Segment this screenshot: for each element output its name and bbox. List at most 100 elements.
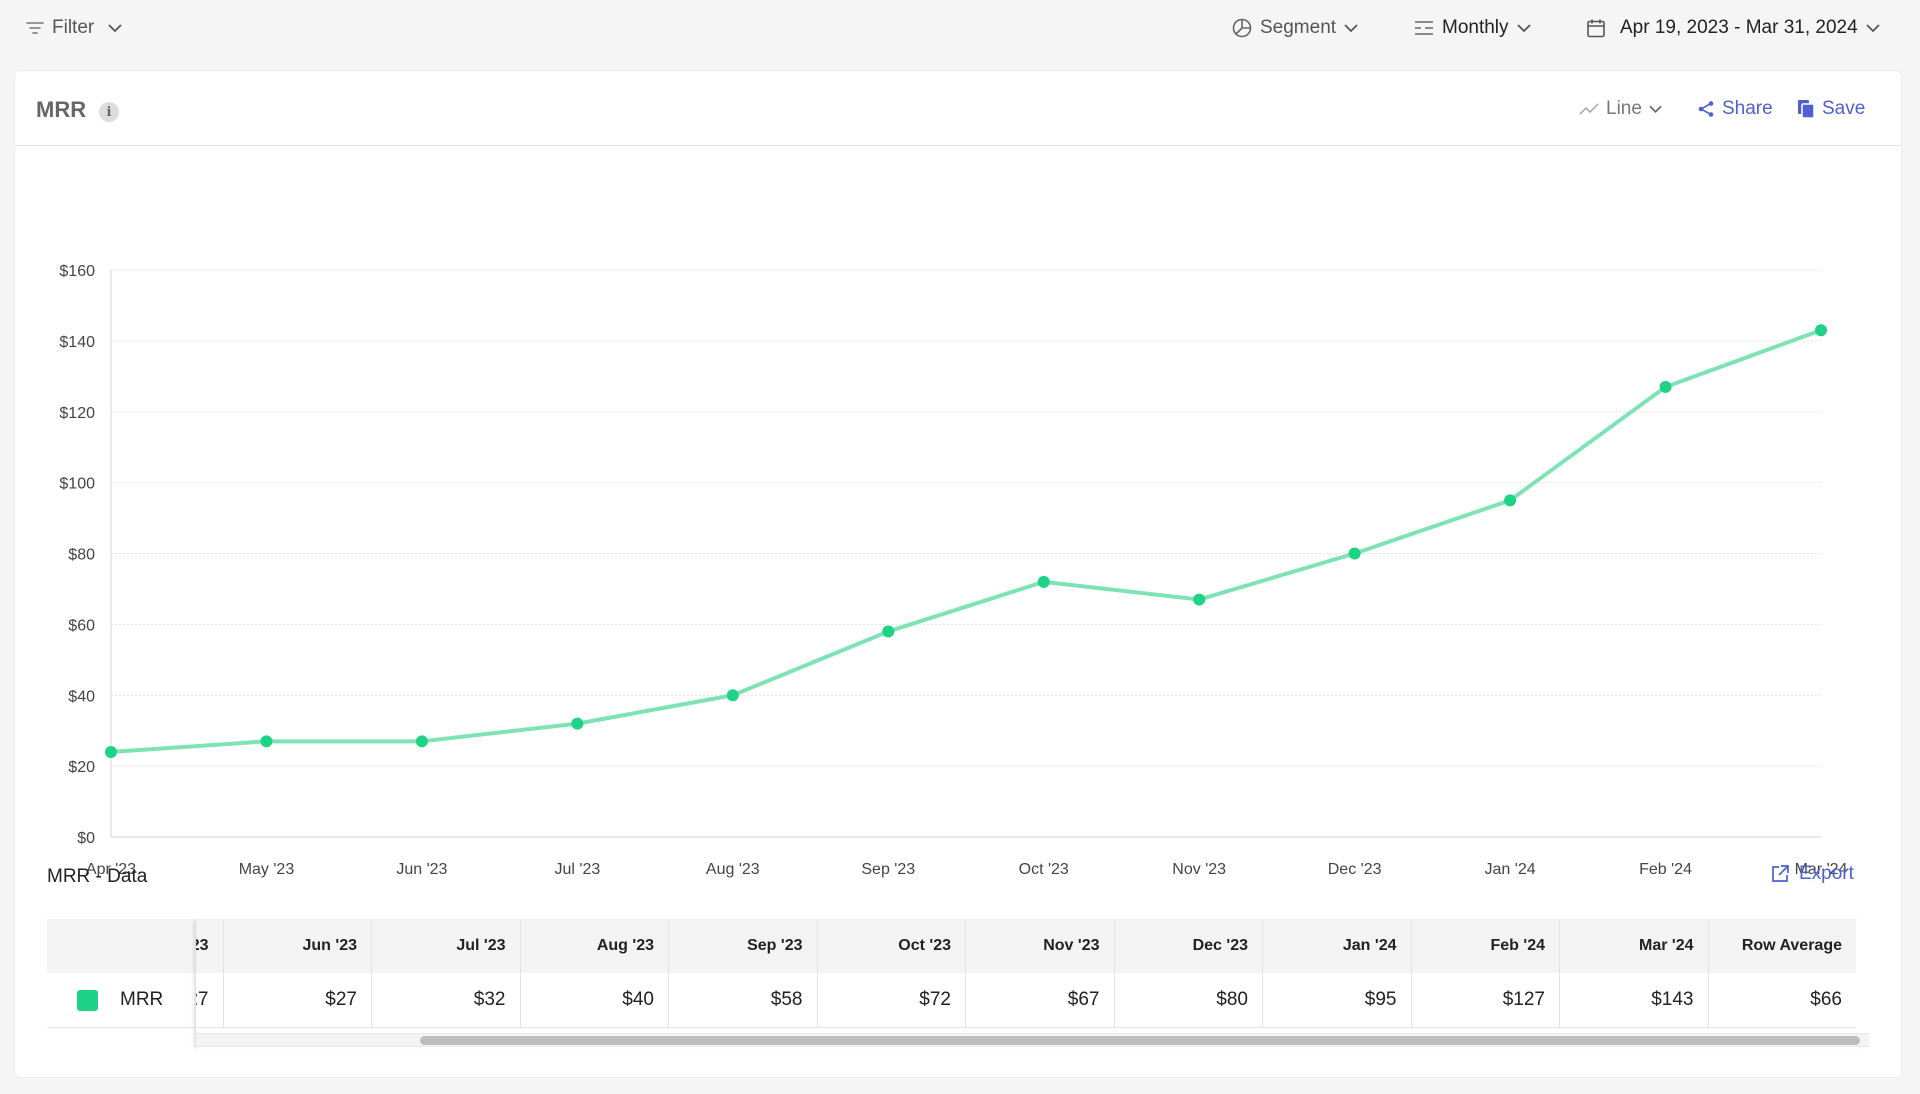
chevron-down-icon [1866, 23, 1880, 32]
interval-select[interactable]: Monthly [1414, 14, 1531, 42]
data-point[interactable] [260, 735, 273, 748]
share-label: Share [1722, 98, 1773, 119]
filter-button[interactable]: Filter [26, 14, 122, 42]
chevron-down-icon [108, 23, 122, 32]
save-document-icon [1798, 100, 1815, 119]
y-tick-label: $120 [59, 405, 95, 422]
export-button[interactable]: Export [1771, 863, 1854, 885]
chart-type-select[interactable]: Line [1579, 95, 1662, 123]
table-cell: $67 [966, 973, 1114, 1028]
mrr-card: MRR i Line Share Save $0 $20 $40 $60 $80 $100… [14, 70, 1902, 1078]
data-point[interactable] [1348, 547, 1361, 560]
y-tick-label: $40 [68, 688, 95, 705]
table-column-header[interactable]: Aug '23 [520, 919, 668, 973]
top-toolbar: Filter Segment Monthly Apr 19, 2023 - Ma… [0, 0, 1920, 56]
table-column: Mar '24 $143 [1559, 919, 1708, 1028]
x-tick-label: Sep '23 [861, 861, 915, 878]
table-column-header[interactable]: Oct '23 [817, 919, 965, 973]
data-point[interactable] [726, 689, 739, 702]
interval-label: Monthly [1442, 17, 1509, 38]
table-cell: $66 [1708, 973, 1856, 1028]
y-tick-label: $0 [77, 830, 95, 847]
share-button[interactable]: Share [1697, 95, 1773, 123]
x-tick-label: Mar '24 [1795, 861, 1848, 878]
filter-icon [26, 22, 44, 34]
series-line-mrr [109, 328, 1823, 754]
date-range-label: Apr 19, 2023 - Mar 31, 2024 [1620, 17, 1858, 38]
y-tick-label: $100 [59, 476, 95, 493]
table-column-header[interactable]: Jan '24 [1263, 919, 1411, 973]
data-point[interactable] [1504, 494, 1517, 507]
export-label: Export [1799, 863, 1854, 884]
chart-svg: $0 $20 $40 $60 $80 $100 $120 $140 $160 Apr '23 May… [59, 263, 1848, 878]
scrollbar-thumb[interactable] [420, 1036, 1860, 1045]
horizontal-scrollbar[interactable] [196, 1033, 1869, 1047]
calendar-icon [1587, 19, 1605, 38]
segment-label: Segment [1260, 17, 1337, 38]
table-column: Dec '23 $80 [1113, 919, 1262, 1028]
table-corner-cell [47, 919, 195, 973]
y-tick-label: $60 [68, 617, 95, 634]
row-label-text: MRR [120, 989, 164, 1010]
data-point[interactable] [571, 717, 584, 730]
table-column-header[interactable]: May '23 [196, 919, 223, 973]
table-column-header[interactable]: Nov '23 [966, 919, 1114, 973]
data-point[interactable] [1659, 380, 1672, 393]
interval-icon [1415, 21, 1433, 35]
table-cell: $58 [669, 973, 817, 1028]
table-column-header[interactable]: Feb '24 [1411, 919, 1559, 973]
data-point[interactable] [1037, 575, 1050, 588]
x-tick-label: Nov '23 [1172, 861, 1226, 878]
table-column: Jul '23 $32 [371, 919, 520, 1028]
segment-button[interactable]: Segment [1232, 14, 1358, 42]
table-cell: $127 [1411, 973, 1559, 1028]
chevron-down-icon [1344, 23, 1358, 32]
table-cell: $40 [520, 973, 668, 1028]
y-tick-label: $160 [59, 263, 95, 280]
data-table-title: MRR - Data [47, 866, 148, 887]
table-column-header[interactable]: Mar '24 [1560, 919, 1708, 973]
data-point[interactable] [105, 745, 117, 758]
save-button[interactable]: Save [1797, 95, 1865, 123]
y-tick-label: $140 [59, 334, 95, 351]
table-cell: $27 [223, 973, 371, 1028]
data-point[interactable] [1815, 324, 1827, 337]
x-tick-label: Oct '23 [1019, 861, 1069, 878]
table-cell: $143 [1560, 973, 1708, 1028]
chart-type-label: Line [1606, 98, 1642, 119]
x-tick-label: Jun '23 [396, 861, 447, 878]
x-tick-label: Feb '24 [1639, 861, 1692, 878]
mrr-line-chart: $0 $20 $40 $60 $80 $100 $120 $140 $160 Apr '23 May… [15, 146, 1903, 886]
date-range-picker[interactable]: Apr 19, 2023 - Mar 31, 2024 [1586, 14, 1880, 42]
card-title: MRR [36, 97, 87, 122]
table-column: Jan '24 $95 [1262, 919, 1411, 1028]
data-point[interactable] [1193, 593, 1206, 606]
data-point[interactable] [415, 735, 428, 748]
table-column-header[interactable]: Jun '23 [223, 919, 371, 973]
table-column: Sep '23 $58 [668, 919, 817, 1028]
y-tick-label: $80 [68, 547, 95, 564]
table-column: Feb '24 $127 [1410, 919, 1559, 1028]
table-cell: $27 [196, 973, 223, 1028]
table-row-label: MRR [47, 973, 195, 1028]
info-icon[interactable]: i [99, 102, 119, 122]
filter-label: Filter [52, 17, 95, 38]
data-point[interactable] [882, 625, 895, 638]
table-column-header[interactable]: Sep '23 [669, 919, 817, 973]
x-tick-label: Jul '23 [554, 861, 600, 878]
table-row-header-column: MRR [47, 919, 195, 1028]
x-tick-label: Jan '24 [1485, 861, 1536, 878]
table-column: Nov '23 $67 [965, 919, 1114, 1028]
table-column-header[interactable]: Jul '23 [372, 919, 520, 973]
table-cell: $72 [817, 973, 965, 1028]
chevron-down-icon [1649, 105, 1662, 113]
table-cell: $32 [372, 973, 520, 1028]
table-column-header[interactable]: Dec '23 [1114, 919, 1262, 973]
table-cell: $80 [1114, 973, 1262, 1028]
table-column-header[interactable]: Row Average [1708, 919, 1856, 973]
line-chart-icon [1579, 103, 1599, 115]
x-tick-label: Dec '23 [1328, 861, 1382, 878]
